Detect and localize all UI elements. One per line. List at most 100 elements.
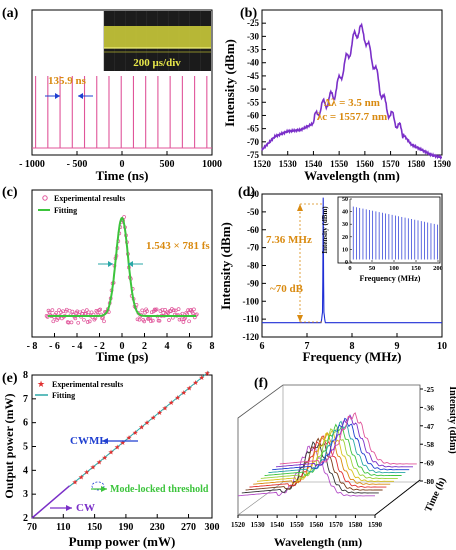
autocorrelation-fit: [47, 216, 197, 317]
data-point-c: [57, 308, 61, 312]
cw-region-line: [31, 485, 71, 519]
x-tick-label-a: - 500: [67, 159, 88, 170]
x-axis-label-c: Time (ps): [96, 349, 149, 364]
inset-y-tick-label: 40: [342, 210, 348, 216]
panel-label-f: (f): [254, 376, 268, 391]
x-ticks-a: - 1000 - 500 0 500 1000: [19, 151, 222, 170]
x-tick-label-a: 0: [120, 159, 125, 170]
data-point-c: [150, 318, 155, 323]
ticks-d: 6 7 8 9 10 -40 -50 -60 -70 -80 -90 -100 -110 -120: [243, 189, 448, 352]
data-point-c: [165, 310, 169, 315]
y-tick-label-d: -60: [247, 225, 259, 235]
data-point-c: [171, 308, 176, 313]
y-tick-label-b: -50: [247, 84, 259, 94]
spectral-trace: [253, 431, 391, 485]
y-tick-label-e: 5: [23, 442, 28, 453]
legend-e: ★ Experimental results Fitting: [35, 380, 123, 400]
y-tick-label-d: -70: [247, 243, 259, 253]
panel-label-d: (d): [238, 185, 255, 200]
panel-c: (c) Experimental results Fitting 1.543 ×…: [2, 185, 215, 364]
y-tick-label-e: 8: [23, 370, 28, 381]
data-point-c: [82, 317, 86, 322]
data-point-e: ★: [174, 394, 180, 402]
x-tick-label-c: - 8: [27, 341, 38, 352]
data-point-c: [194, 312, 199, 317]
output-power-points: ★★★★★★★★★★★★★★★★★★★★★★★: [72, 370, 211, 487]
data-point-c: [142, 319, 147, 324]
data-point-c: [167, 318, 171, 322]
x-tick-label-d: 9: [395, 341, 400, 352]
x-tick-label-a: 500: [160, 159, 175, 170]
period-annotation: 135.9 ns: [48, 75, 87, 87]
panel-label-c: (c): [2, 185, 18, 200]
fit-line-e: [69, 371, 210, 487]
y-tick-label-d: -90: [247, 278, 259, 288]
inset-y-tick-label: 30: [342, 222, 348, 228]
data-point-c: [84, 308, 89, 312]
y-tick-label-f: -36: [424, 403, 434, 412]
x-tick-label-c: 2: [142, 341, 147, 352]
inset-x-tick-label: 100: [389, 265, 399, 272]
spectral-trace: [260, 428, 398, 480]
y-tick-label-d: -40: [247, 189, 259, 199]
data-point-e: ★: [132, 429, 138, 437]
box-3d-outline: [237, 384, 421, 516]
y-tick-label-b: -40: [247, 58, 259, 68]
x-tick-label-c: 8: [210, 341, 215, 352]
data-point-c: [54, 311, 59, 315]
panel-a: (a) 200 μs/div 135.9 ns - 1000 - 500 0 500 1…: [2, 6, 222, 183]
ticks-f: 1520 1530 1540 1550 1560 1570 1580 1590 -25 -36 -4…: [231, 385, 434, 529]
data-point-c: [181, 320, 186, 324]
data-point-c: [187, 319, 191, 324]
x-tick-label-b: 1520: [253, 159, 272, 169]
data-point-c: [145, 309, 149, 313]
x-tick-label-b: 1580: [407, 159, 426, 169]
y-tick-label-e: 2: [23, 513, 28, 524]
scope-signal-band: [104, 26, 211, 48]
data-point-c: [50, 308, 55, 312]
spectral-trace: [279, 412, 417, 465]
x-tick-label-d: 7: [305, 341, 310, 352]
axes-frame-b: [261, 9, 443, 156]
y-tick-label-e: 3: [23, 489, 28, 500]
spectral-trace: [249, 435, 387, 488]
snr-arrow-top: [297, 204, 303, 211]
legend-exp-label: Experimental results: [54, 194, 125, 203]
box-3d-right-bottom: [374, 479, 421, 516]
data-point-c: [176, 307, 181, 311]
cw-label: CW: [76, 502, 95, 514]
y-tick-label-b: -45: [247, 71, 259, 81]
data-point-c: [122, 215, 126, 219]
x-axis-label-e: Pump power (mW): [69, 534, 176, 549]
y-tick-label-d: -120: [243, 332, 260, 342]
legend-exp-label-e: Experimental results: [52, 380, 123, 389]
data-point-c: [163, 308, 168, 312]
inset-y-tick-label: 20: [342, 235, 348, 241]
inset-y-tick-label: 50: [342, 197, 348, 203]
x-tick-label-d: 8: [350, 341, 355, 352]
data-point-c: [192, 307, 196, 312]
data-point-e: ★: [108, 449, 114, 457]
x-tick-label-a: - 1000: [19, 159, 45, 170]
period-arrow-left-head: [55, 93, 60, 99]
data-point-e: ★: [144, 419, 150, 427]
fwhm-arrow-left-head: [108, 261, 113, 267]
data-point-c: [70, 309, 75, 314]
data-point-c: [85, 320, 90, 324]
inset-x-tick-label: 200: [433, 265, 443, 272]
x-ticks-c: - 8 - 6 - 4 - 2 0 2 4 6 8: [27, 333, 215, 352]
x-tick-label-e: 270: [181, 522, 196, 533]
x-tick-label-f: 1590: [368, 521, 383, 529]
x-axis-label-b: Wavelength (nm): [304, 168, 400, 183]
data-point-c: [76, 320, 81, 325]
spectral-trace: [268, 420, 406, 474]
autocorrelation-points: [44, 215, 199, 325]
data-point-c: [154, 307, 159, 312]
data-point-e: ★: [120, 439, 126, 447]
inset-x-tick-label: 50: [369, 265, 376, 272]
y-tick-label-e: 4: [23, 465, 28, 476]
x-tick-label-c: - 6: [49, 341, 60, 352]
data-point-c: [173, 308, 178, 313]
x-tick-label-f: 1550: [290, 521, 305, 529]
